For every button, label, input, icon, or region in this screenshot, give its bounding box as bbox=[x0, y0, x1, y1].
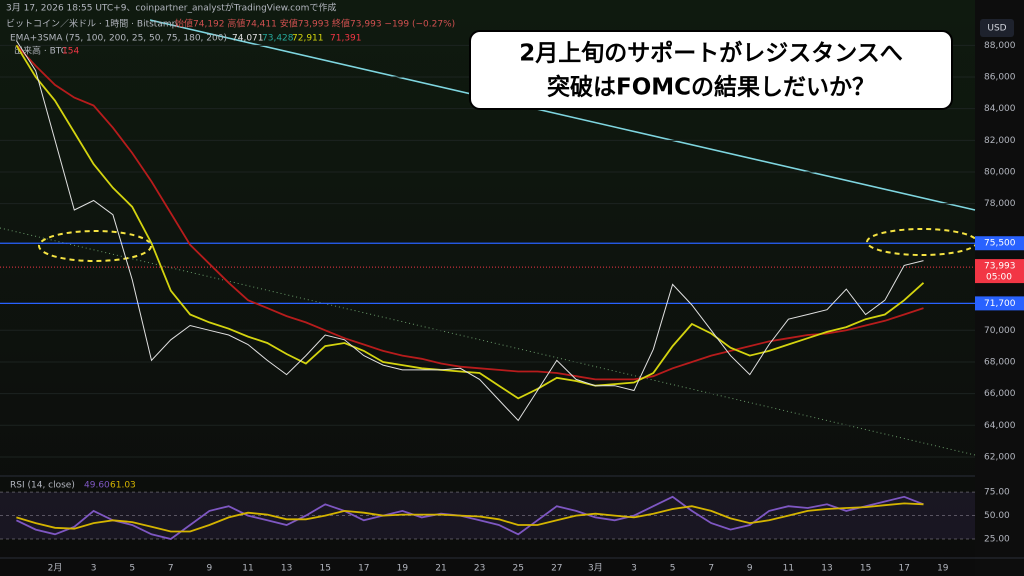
highlight-ellipse bbox=[38, 230, 152, 262]
volume-value: 154 bbox=[62, 47, 79, 57]
x-tick-label: 25 bbox=[512, 564, 523, 574]
countdown: 05:00 bbox=[986, 273, 1012, 283]
symbol: ビットコイン／米ドル · 1時間 · Bitstamp bbox=[6, 18, 178, 30]
ohlc: 始値74,192 高値74,411 安値73,993 終値73,993 −199… bbox=[175, 18, 455, 30]
x-tick-label: 5 bbox=[670, 564, 676, 574]
x-tick-label: 13 bbox=[281, 564, 292, 574]
last-price-label: 73,993 bbox=[984, 262, 1016, 272]
overlay-text: 2月上旬のサポートがレジスタンスへ bbox=[519, 40, 903, 67]
level-label: 71,700 bbox=[984, 299, 1016, 309]
x-tick-label: 5 bbox=[129, 564, 135, 574]
currency[interactable]: USD bbox=[987, 24, 1006, 34]
y-tick-label: 70,000 bbox=[984, 326, 1016, 336]
last-price-tag bbox=[975, 259, 1024, 284]
x-tick-label: 19 bbox=[397, 564, 409, 574]
x-tick-label: 27 bbox=[551, 564, 562, 574]
y-tick-label: 25.00 bbox=[984, 535, 1010, 545]
x-tick-label: 7 bbox=[708, 564, 714, 574]
volume-label: 出来高 · BTC bbox=[14, 45, 67, 57]
indicator-value: 74,071 bbox=[232, 34, 264, 44]
series-line bbox=[15, 44, 925, 400]
level-tag bbox=[975, 236, 1024, 251]
y-tick-label: 84,000 bbox=[984, 104, 1016, 114]
y-tick-label: 64,000 bbox=[984, 421, 1016, 431]
y-tick-label: 75.00 bbox=[984, 488, 1010, 498]
level-tag bbox=[975, 296, 1024, 311]
x-tick-label: 17 bbox=[898, 564, 909, 574]
x-tick-label: 7 bbox=[168, 564, 174, 574]
y-tick-label: 82,000 bbox=[984, 136, 1016, 146]
indicator-value: 72,911 bbox=[292, 34, 324, 44]
trendline bbox=[149, 19, 976, 211]
x-tick-label: 23 bbox=[474, 564, 485, 574]
overlay-box bbox=[469, 30, 953, 110]
y-tick-label: 80,000 bbox=[984, 167, 1016, 177]
y-tick-label: 62,000 bbox=[984, 452, 1016, 462]
trendline bbox=[0, 227, 976, 456]
rsi-value: 61.03 bbox=[110, 481, 136, 491]
x-tick-label: 21 bbox=[435, 564, 446, 574]
x-tick-label: 11 bbox=[242, 564, 253, 574]
x-tick-label: 13 bbox=[821, 564, 832, 574]
currency-box[interactable] bbox=[980, 19, 1014, 37]
x-tick-label: 2月 bbox=[48, 563, 63, 574]
y-tick-label: 66,000 bbox=[984, 389, 1016, 399]
indicator-value: 73,428 bbox=[262, 34, 294, 44]
y-tick-label: 78,000 bbox=[984, 199, 1016, 209]
x-tick-label: 9 bbox=[207, 564, 213, 574]
x-tick-label: 3 bbox=[91, 564, 97, 574]
indicator-value: 71,391 bbox=[330, 34, 362, 44]
x-tick-label: 3月 bbox=[588, 563, 603, 574]
series-line bbox=[16, 502, 924, 533]
indicator: EMA+3SMA (75, 100, 200, 25, 50, 75, 180,… bbox=[10, 34, 227, 44]
x-tick-label: 15 bbox=[319, 564, 330, 574]
overlay-text: 突破はFOMCの結果しだいか？ bbox=[547, 74, 875, 101]
rsi-band bbox=[0, 492, 975, 540]
rsi-title: RSI (14, close) bbox=[10, 481, 75, 491]
x-tick-label: 9 bbox=[747, 564, 753, 574]
x-tick-label: 11 bbox=[783, 564, 794, 574]
x-tick-label: 3 bbox=[631, 564, 637, 574]
created-note: 3月 17, 2026 18:55 UTC+9、coinpartner_anal… bbox=[6, 2, 336, 14]
y-tick-label: 50.00 bbox=[984, 511, 1010, 521]
rsi-value: 49.60 bbox=[84, 481, 110, 491]
price-axis bbox=[975, 0, 1024, 576]
x-tick-label: 19 bbox=[937, 564, 949, 574]
series-line bbox=[16, 495, 924, 540]
x-tick-label: 17 bbox=[358, 564, 369, 574]
y-tick-label: 88,000 bbox=[984, 41, 1016, 51]
y-tick-label: 86,000 bbox=[984, 72, 1016, 82]
series-line bbox=[15, 40, 924, 422]
y-tick-label: 68,000 bbox=[984, 357, 1016, 367]
x-tick-label: 15 bbox=[860, 564, 871, 574]
level-label: 75,500 bbox=[984, 239, 1016, 249]
